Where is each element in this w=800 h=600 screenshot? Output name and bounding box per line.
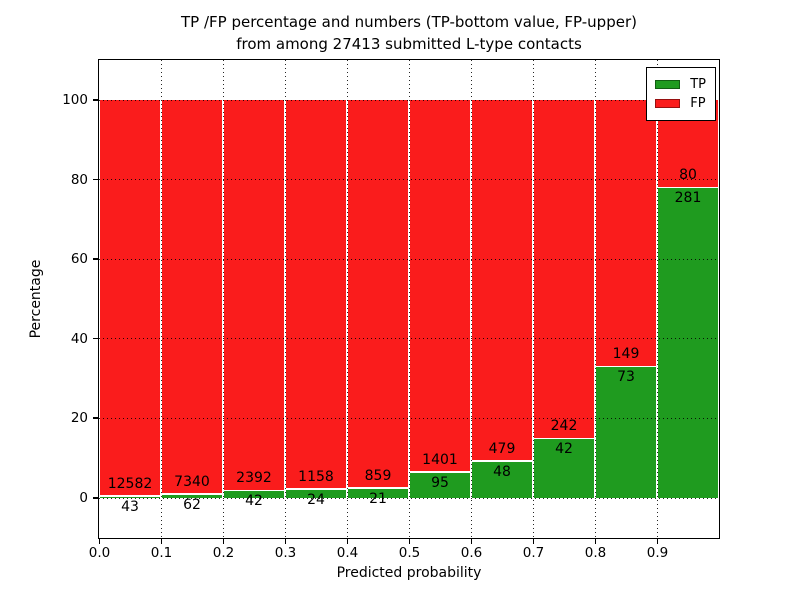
x-tick-mark <box>98 538 101 544</box>
tp-count-label: 48 <box>493 463 511 480</box>
x-tick-mark <box>470 538 473 544</box>
x-tick-label: 0.7 <box>522 545 545 561</box>
y-tick-mark <box>93 497 98 499</box>
x-tick-label: 0.6 <box>460 545 483 561</box>
bar-tp-segment <box>162 494 222 498</box>
x-tick-label: 0.8 <box>584 545 607 561</box>
x-tick-label: 0.4 <box>336 545 359 561</box>
x-tick-mark <box>284 538 287 544</box>
bar-tp-segment <box>472 461 532 498</box>
fp-count-label: 242 <box>550 418 578 435</box>
bar-fp-segment <box>472 100 532 461</box>
v-gridline <box>408 60 410 538</box>
tp-count-label: 43 <box>121 498 139 515</box>
y-tick-label: 60 <box>70 251 88 268</box>
legend-item: TP <box>655 76 706 93</box>
fp-count-label: 859 <box>364 467 392 484</box>
fp-count-label: 1401 <box>422 451 458 468</box>
x-tick-mark <box>408 538 411 544</box>
x-tick-mark <box>222 538 225 544</box>
bar-fp-segment <box>286 100 346 489</box>
fp-count-label: 12582 <box>107 475 153 492</box>
x-tick-label: 0.0 <box>88 545 111 561</box>
tp-count-label: 21 <box>369 490 387 507</box>
tp-count-label: 42 <box>245 493 263 510</box>
v-gridline <box>160 60 162 538</box>
v-gridline <box>532 60 534 538</box>
fp-count-label: 1158 <box>298 468 334 485</box>
fp-count-label: 2392 <box>236 470 272 487</box>
tp-count-label: 42 <box>555 441 573 458</box>
tp-swatch-icon <box>655 80 681 89</box>
chart-title-line1: TP /FP percentage and numbers (TP-bottom… <box>181 13 637 31</box>
v-gridline <box>222 60 224 538</box>
x-tick-mark <box>160 538 163 544</box>
x-tick-label: 0.2 <box>212 545 235 561</box>
x-tick-label: 0.5 <box>398 545 421 561</box>
bar-tp-segment <box>286 489 346 498</box>
v-gridline <box>656 60 658 538</box>
bar-fp-segment <box>596 100 656 366</box>
fp-count-label: 7340 <box>174 473 210 490</box>
bar-fp-segment <box>410 100 470 472</box>
y-axis-label: Percentage <box>28 259 44 339</box>
bar-tp-segment <box>224 491 284 498</box>
y-tick-mark <box>93 178 98 181</box>
legend-label: TP <box>690 77 706 92</box>
y-tick-mark <box>93 417 98 419</box>
x-axis-label: Predicted probability <box>336 565 482 581</box>
legend: TP FP <box>646 67 716 121</box>
v-gridline <box>346 60 348 538</box>
x-tick-label: 0.1 <box>150 545 173 561</box>
bar-fp-segment <box>348 100 408 487</box>
y-tick-mark <box>93 99 98 101</box>
bar-fp-segment <box>100 100 160 496</box>
legend-label: FP <box>690 96 706 111</box>
y-tick-label: 0 <box>79 490 88 506</box>
fp-count-label: 149 <box>612 346 640 363</box>
fp-count-label: 479 <box>488 440 516 457</box>
chart-title: TP /FP percentage and numbers (TP-bottom… <box>99 11 719 55</box>
x-tick-mark <box>594 538 597 544</box>
bar-fp-segment <box>224 100 284 490</box>
x-tick-label: 0.3 <box>274 545 297 561</box>
y-tick-label: 40 <box>70 330 88 347</box>
bar-fp-segment <box>162 100 222 494</box>
v-gridline <box>594 60 596 538</box>
tp-count-label: 281 <box>674 190 702 207</box>
bar-tp-segment <box>658 188 718 498</box>
tp-count-label: 62 <box>183 496 201 513</box>
chart-title-line2: from among 27413 submitted L-type contac… <box>236 35 582 53</box>
bar-tp-segment <box>410 472 470 498</box>
bar-tp-segment <box>534 439 594 498</box>
tp-count-label: 95 <box>431 474 449 491</box>
bar-tp-segment <box>596 367 656 498</box>
bar-fp-segment <box>534 100 594 438</box>
x-tick-mark <box>656 538 659 544</box>
x-tick-mark <box>532 538 535 544</box>
tp-count-label: 73 <box>617 369 635 386</box>
bar-tp-segment <box>348 488 408 498</box>
y-tick-label: 100 <box>62 92 88 108</box>
v-gridline <box>284 60 286 538</box>
y-tick-mark <box>93 258 98 260</box>
tp-count-label: 24 <box>307 491 325 508</box>
v-gridline <box>470 60 472 538</box>
plot-area: 12582 43 7340 62 2392 42 1158 24 859 21 1401 95 479 4… <box>98 59 720 539</box>
fp-count-label: 80 <box>679 167 697 184</box>
x-tick-mark <box>346 538 349 544</box>
legend-item: FP <box>655 95 706 112</box>
fp-swatch-icon <box>655 99 681 108</box>
y-tick-label: 80 <box>70 171 88 188</box>
x-tick-label: 0.9 <box>646 545 669 561</box>
bar-tp-segment <box>100 496 160 498</box>
y-tick-mark <box>93 337 98 340</box>
y-tick-label: 20 <box>70 410 88 427</box>
